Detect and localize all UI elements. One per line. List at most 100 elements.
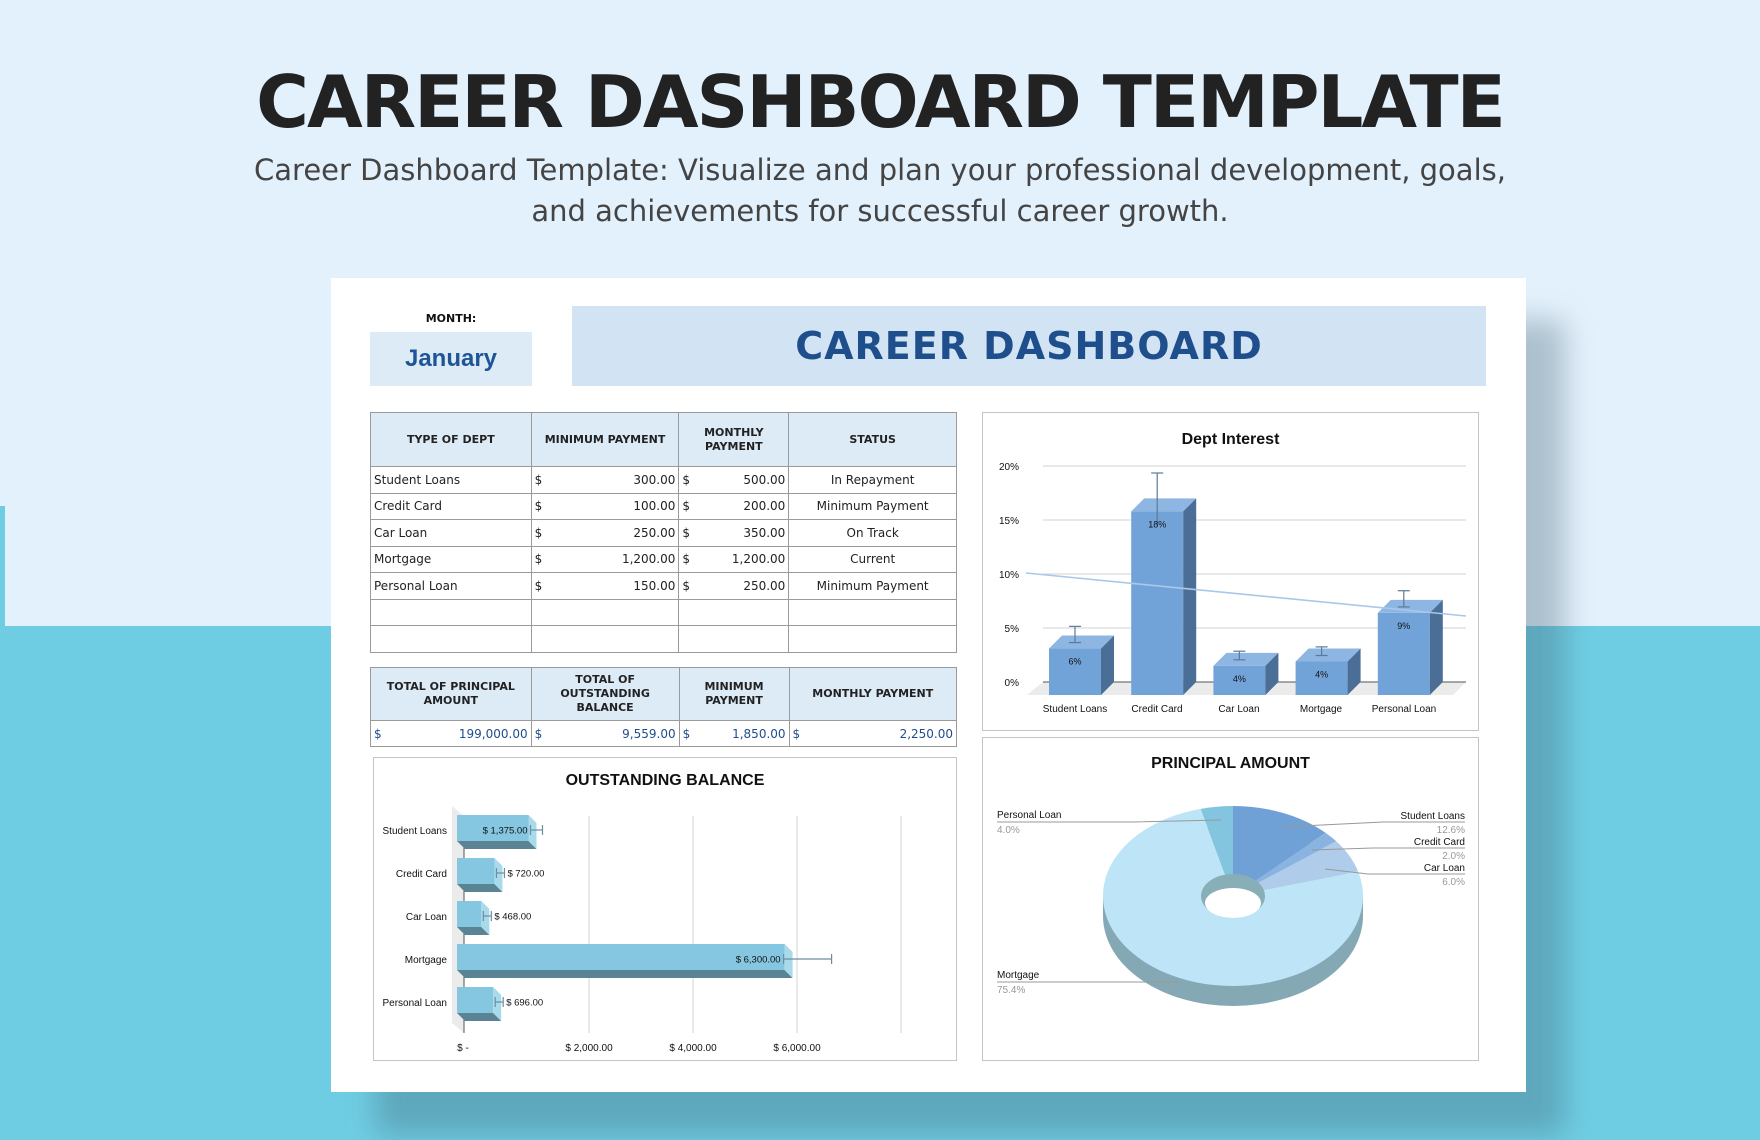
value: 100.00 [633,499,676,514]
category-label: Personal Loan [1372,704,1437,715]
currency-symbol: $ [534,726,543,741]
value: 200.00 [743,499,786,514]
bar[interactable]: 6% [1049,625,1114,695]
pie-slice[interactable] [1233,832,1337,896]
dept-interest-chart[interactable]: Dept Interest 0% 5% 10% 15% 20% 6% 18% 4% 4… [982,412,1479,731]
bar[interactable]: $ 696.00 [457,987,543,1021]
currency-symbol: $ [682,552,691,567]
cell-status[interactable]: Current [788,545,957,573]
pie-value: 6.0% [1442,877,1465,888]
table-row[interactable]: Mortgage $1,200.00 $1,200.00 Current [370,545,957,573]
y-tick: 20% [999,462,1019,473]
cell-status[interactable]: Minimum Payment [788,572,957,600]
data-label: $ 468.00 [494,912,531,923]
empty-cell[interactable] [530,598,680,626]
y-tick: 10% [999,570,1019,581]
bar[interactable]: 4% [1295,646,1361,695]
subtitle-line-1: Career Dashboard Template: Visualize and… [254,153,1506,187]
pie-value: 75.4% [997,985,1025,996]
debt-table-header: TYPE OF DEPT MINIMUM PAYMENT MONTHLY PAY… [370,412,957,467]
cell-minimum[interactable]: $1,200.00 [530,545,680,573]
bar[interactable]: $ 1,375.00 [457,815,544,849]
month-selector[interactable]: January [370,332,532,386]
cell-status[interactable]: On Track [788,519,957,547]
cell-type[interactable]: Personal Loan [370,572,532,600]
table-row[interactable]: Student Loans $300.00 $500.00 In Repayme… [370,466,957,494]
chart-title: PRINCIPAL AMOUNT [1151,755,1310,772]
data-label: 4% [1233,674,1246,684]
bar[interactable]: 18% [1131,472,1197,695]
empty-cell[interactable] [788,598,957,626]
cell-type[interactable]: Mortgage [370,545,532,573]
table-row[interactable]: Car Loan $250.00 $350.00 On Track [370,519,957,547]
pie-label: Car Loan [1424,863,1465,874]
page-title: CAREER DASHBOARD TEMPLATE [256,60,1506,144]
total-outstanding: $9,559.00 [530,720,680,747]
y-tick: 5% [1005,624,1020,635]
empty-cell[interactable] [370,598,532,626]
cell-minimum[interactable]: $300.00 [530,466,680,494]
empty-cell[interactable] [788,625,957,653]
category-label: Car Loan [406,912,447,923]
data-label: 4% [1315,670,1328,680]
value: 1,850.00 [732,726,786,741]
cell-minimum[interactable]: $250.00 [530,519,680,547]
table-row-empty[interactable] [370,625,957,653]
value: 150.00 [633,578,676,593]
cell-monthly[interactable]: $350.00 [678,519,790,547]
currency-symbol: $ [682,525,691,540]
header-type: TYPE OF DEPT [370,412,532,467]
cell-type[interactable]: Car Loan [370,519,532,547]
outstanding-balance-plot: $ 1,375.00 $ 720.00 $ 468.00 $ 6,300.00 $ 69… [383,806,902,1054]
pie-label: Student Loans [1401,811,1466,822]
empty-cell[interactable] [678,625,790,653]
cell-monthly[interactable]: $500.00 [678,466,790,494]
currency-symbol: $ [682,726,691,741]
dept-interest-plot: 0% 5% 10% 15% 20% 6% 18% 4% 4% 9% Student Lo… [999,462,1467,715]
total-principal: $199,000.00 [370,720,532,747]
subtitle-line-2: and achievements for successful career g… [531,194,1229,228]
bar[interactable]: 4% [1213,650,1279,695]
total-minimum: $1,850.00 [678,720,790,747]
bar[interactable]: $ 720.00 [457,858,544,892]
table-row[interactable]: Personal Loan $150.00 $250.00 Minimum Pa… [370,572,957,600]
pie-value: 4.0% [997,825,1020,836]
cell-status[interactable]: In Repayment [788,466,957,494]
table-row-empty[interactable] [370,598,957,626]
cell-minimum[interactable]: $150.00 [530,572,680,600]
cell-type[interactable]: Credit Card [370,492,532,520]
category-label: Car Loan [1218,704,1259,715]
chart-title: Dept Interest [1181,431,1280,448]
bar[interactable]: $ 6,300.00 [457,944,833,978]
cell-monthly[interactable]: $250.00 [678,572,790,600]
dashboard-banner: CAREER DASHBOARD [572,306,1486,386]
table-row[interactable]: Credit Card $100.00 $200.00 Minimum Paym… [370,492,957,520]
cell-minimum[interactable]: $100.00 [530,492,680,520]
empty-cell[interactable] [530,625,680,653]
totals-row: $199,000.00 $9,559.00 $1,850.00 $2,250.0… [370,720,958,747]
header-status: STATUS [788,412,957,467]
bar[interactable]: $ 468.00 [457,901,531,935]
pie-slice[interactable] [1233,806,1326,896]
principal-amount-chart[interactable]: PRINCIPAL AMOUNT Personal Loan 4.0% Stud… [982,737,1479,1061]
cell-monthly[interactable]: $200.00 [678,492,790,520]
bar[interactable]: 9% [1377,590,1443,695]
cell-status[interactable]: Minimum Payment [788,492,957,520]
outstanding-balance-chart[interactable]: OUTSTANDING BALANCE $ 1,375.00 $ 720.00 $ … [373,757,957,1061]
cell-type[interactable]: Student Loans [370,466,532,494]
value: 199,000.00 [458,726,528,741]
empty-cell[interactable] [370,625,532,653]
currency-symbol: $ [534,552,543,567]
value: 1,200.00 [731,552,786,567]
empty-cell[interactable] [678,598,790,626]
pie-value: 2.0% [1442,851,1465,862]
data-label: $ 1,375.00 [483,826,528,837]
y-tick: 0% [1005,678,1020,689]
cell-monthly[interactable]: $1,200.00 [678,545,790,573]
pie-slice[interactable] [1200,806,1233,896]
currency-symbol: $ [682,578,691,593]
x-tick: $ 6,000.00 [773,1043,821,1054]
page-subtitle: Career Dashboard Template: Visualize and… [160,150,1600,232]
currency-symbol: $ [534,578,543,593]
pie-slice[interactable] [1233,841,1359,896]
